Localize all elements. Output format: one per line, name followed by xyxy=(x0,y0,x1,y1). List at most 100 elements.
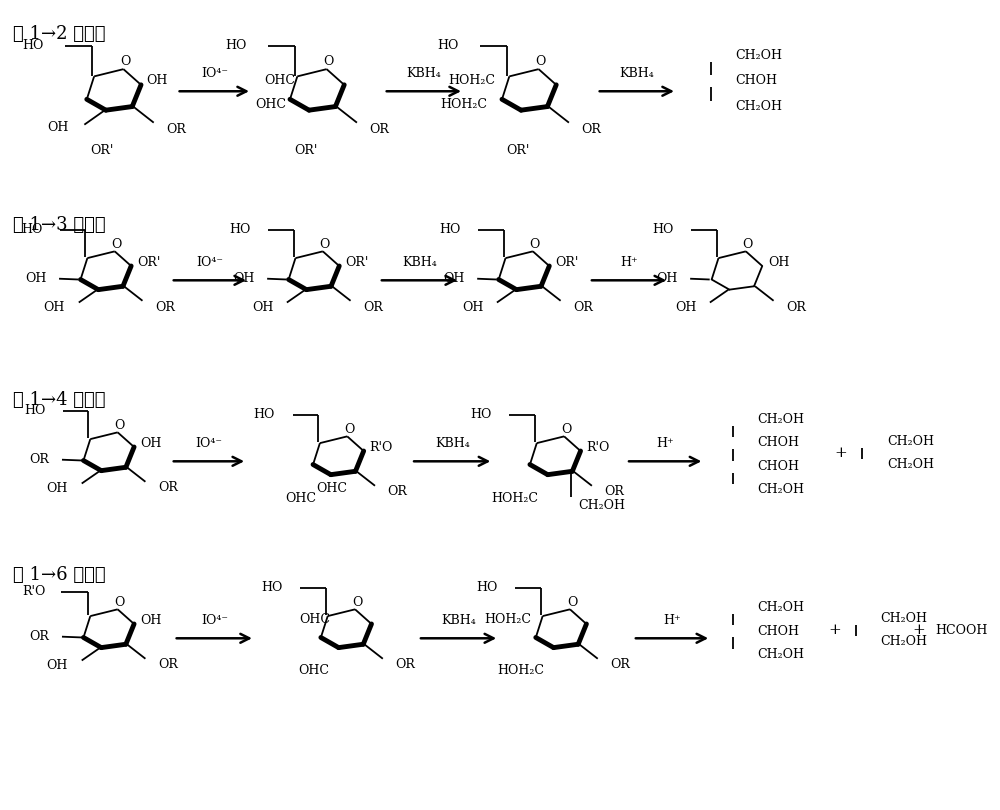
Text: OH: OH xyxy=(140,437,161,450)
Text: CH₂OH: CH₂OH xyxy=(880,612,927,625)
Text: OR': OR' xyxy=(137,256,160,269)
Text: IO⁴⁻: IO⁴⁻ xyxy=(196,256,223,269)
Text: CH₂OH: CH₂OH xyxy=(757,601,804,614)
Text: OH: OH xyxy=(252,301,273,313)
Text: HO: HO xyxy=(21,224,42,237)
Text: OH: OH xyxy=(146,75,167,87)
Text: OR: OR xyxy=(158,658,178,671)
Text: OH: OH xyxy=(25,272,46,285)
Text: OHC: OHC xyxy=(298,663,329,676)
Text: OR': OR' xyxy=(506,144,529,157)
Text: HCOOH: HCOOH xyxy=(936,624,988,637)
Text: OH: OH xyxy=(44,301,65,313)
Text: OR': OR' xyxy=(345,256,368,269)
Text: OR: OR xyxy=(29,630,49,643)
Text: HOH₂C: HOH₂C xyxy=(497,663,544,676)
Text: OR: OR xyxy=(605,485,624,498)
Text: O: O xyxy=(320,237,330,250)
Text: H⁺: H⁺ xyxy=(620,256,638,269)
Text: H⁺: H⁺ xyxy=(656,437,674,450)
Text: HO: HO xyxy=(437,40,459,53)
Text: KBH₄: KBH₄ xyxy=(619,67,654,80)
Text: O: O xyxy=(535,55,546,68)
Text: HOH₂C: HOH₂C xyxy=(449,74,496,87)
Text: O: O xyxy=(120,55,131,68)
Text: R'O: R'O xyxy=(22,586,45,599)
Text: 以 1→4 位键合: 以 1→4 位键合 xyxy=(13,390,105,408)
Text: OR: OR xyxy=(29,454,49,467)
Text: OH: OH xyxy=(768,256,789,269)
Text: KBH₄: KBH₄ xyxy=(406,67,441,80)
Text: IO⁴⁻: IO⁴⁻ xyxy=(195,437,222,450)
Text: O: O xyxy=(530,237,540,250)
Text: IO⁴⁻: IO⁴⁻ xyxy=(201,67,228,80)
Text: OR: OR xyxy=(155,301,175,313)
Text: +: + xyxy=(913,623,926,637)
Text: OH: OH xyxy=(47,659,68,671)
Text: HOH₂C: HOH₂C xyxy=(440,99,487,112)
Text: OR': OR' xyxy=(294,144,317,157)
Text: CH₂OH: CH₂OH xyxy=(757,648,804,661)
Text: KBH₄: KBH₄ xyxy=(402,256,437,269)
Text: OHC: OHC xyxy=(256,99,287,112)
Text: HOH₂C: HOH₂C xyxy=(485,612,532,625)
Text: 以 1→2 位键合: 以 1→2 位键合 xyxy=(13,25,105,43)
Text: HO: HO xyxy=(254,408,275,421)
Text: CHOH: CHOH xyxy=(757,437,799,450)
Text: O: O xyxy=(323,55,334,68)
Text: +: + xyxy=(829,623,842,637)
Text: OR: OR xyxy=(363,301,383,313)
Text: R'O: R'O xyxy=(370,441,393,454)
Text: OR: OR xyxy=(166,122,186,135)
Text: +: + xyxy=(835,446,847,460)
Text: O: O xyxy=(112,237,122,250)
Text: CHOH: CHOH xyxy=(757,459,799,473)
Text: OR': OR' xyxy=(555,256,579,269)
Text: O: O xyxy=(352,595,362,608)
Text: CH₂OH: CH₂OH xyxy=(757,483,804,496)
Text: IO⁴⁻: IO⁴⁻ xyxy=(201,614,228,627)
Text: O: O xyxy=(743,237,753,250)
Text: HO: HO xyxy=(24,404,45,417)
Text: OR: OR xyxy=(158,481,178,494)
Text: HOH₂C: HOH₂C xyxy=(491,492,538,505)
Text: OR': OR' xyxy=(91,144,114,157)
Text: OHC: OHC xyxy=(317,483,348,496)
Text: OHC: OHC xyxy=(264,74,295,87)
Text: CH₂OH: CH₂OH xyxy=(887,458,934,471)
Text: O: O xyxy=(114,595,125,608)
Text: OH: OH xyxy=(443,272,464,285)
Text: 以 1→3 位键合: 以 1→3 位键合 xyxy=(13,216,105,234)
Text: HO: HO xyxy=(470,408,492,421)
Text: CHOH: CHOH xyxy=(757,625,799,637)
Text: CH₂OH: CH₂OH xyxy=(887,435,934,448)
Text: O: O xyxy=(344,423,354,436)
Text: 以 1→6 位键合: 以 1→6 位键合 xyxy=(13,566,105,584)
Text: OH: OH xyxy=(675,301,696,313)
Text: OH: OH xyxy=(462,301,483,313)
Text: OR: OR xyxy=(573,301,593,313)
Text: KBH₄: KBH₄ xyxy=(441,614,476,627)
Text: OH: OH xyxy=(47,122,69,134)
Text: CH₂OH: CH₂OH xyxy=(880,635,927,648)
Text: OH: OH xyxy=(47,482,68,495)
Text: OR: OR xyxy=(582,122,601,135)
Text: OH: OH xyxy=(656,272,677,285)
Text: OR: OR xyxy=(786,301,806,313)
Text: OR: OR xyxy=(610,658,630,671)
Text: OH: OH xyxy=(140,614,161,627)
Text: CH₂OH: CH₂OH xyxy=(735,100,782,113)
Text: HO: HO xyxy=(261,582,283,595)
Text: CHOH: CHOH xyxy=(735,75,777,87)
Text: OHC: OHC xyxy=(299,612,330,625)
Text: OR: OR xyxy=(388,485,408,498)
Text: HO: HO xyxy=(439,224,461,237)
Text: OH: OH xyxy=(233,272,254,285)
Text: HO: HO xyxy=(22,40,43,53)
Text: CH₂OH: CH₂OH xyxy=(757,413,804,426)
Text: CH₂OH: CH₂OH xyxy=(578,499,625,512)
Text: R'O: R'O xyxy=(586,441,610,454)
Text: OR: OR xyxy=(396,658,415,671)
Text: HO: HO xyxy=(229,224,251,237)
Text: HO: HO xyxy=(652,224,674,237)
